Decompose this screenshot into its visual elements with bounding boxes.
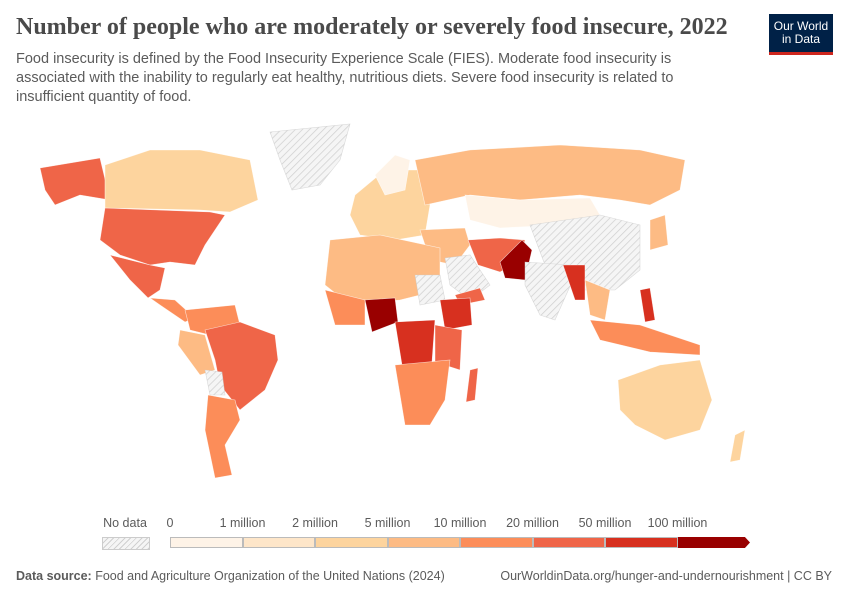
legend-no-data-swatch [102, 537, 150, 550]
legend-swatch [677, 537, 750, 548]
legend-bin-label: 5 million [364, 516, 411, 530]
chart-subtitle: Food insecurity is defined by the Food I… [16, 51, 674, 105]
region-russia[interactable] [414, 144, 686, 206]
region-southeast-asia[interactable] [584, 279, 611, 321]
source-label: Data source: [16, 569, 92, 583]
legend-bin-label: 20 million [506, 516, 559, 530]
legend-bin-label: 10 million [433, 516, 487, 530]
region-japan[interactable] [649, 214, 669, 251]
data-source: Data source: Food and Agriculture Organi… [16, 569, 445, 583]
legend-swatch [605, 537, 678, 548]
region-indonesia[interactable] [589, 319, 701, 356]
source-url[interactable]: OurWorldinData.org/hunger-and-undernouri… [500, 569, 832, 583]
legend-bin-label: 1 million [219, 516, 266, 530]
region-usa[interactable] [99, 207, 226, 266]
legend-bin-label: 100 million [647, 516, 708, 530]
region-greenland[interactable] [269, 123, 351, 191]
region-argentina-chile[interactable] [204, 394, 241, 479]
legend-no-data-label: No data [103, 516, 147, 530]
legend-bin-label: 2 million [292, 516, 338, 530]
region-canada[interactable] [104, 149, 259, 213]
legend-swatch [170, 537, 243, 548]
region-philippines[interactable] [639, 287, 656, 323]
region-east-africa[interactable] [434, 324, 463, 371]
owid-logo[interactable]: Our World in Data [769, 14, 833, 55]
legend-bin-label: 0 [166, 516, 174, 530]
legend-swatch [460, 537, 533, 548]
legend-bin-label: 50 million [578, 516, 632, 530]
region-west-africa[interactable] [324, 289, 366, 326]
world-map[interactable] [0, 110, 850, 510]
region-bolivia[interactable] [204, 369, 226, 396]
legend-swatch [315, 537, 388, 548]
source-text: Food and Agriculture Organization of the… [95, 569, 445, 583]
region-scandinavia[interactable] [374, 154, 411, 196]
region-alaska[interactable] [39, 157, 111, 206]
legend-swatch [242, 537, 315, 548]
logo-text: Our World in Data [773, 19, 829, 46]
region-drc[interactable] [394, 319, 436, 366]
region-southern-africa[interactable] [394, 359, 451, 426]
legend-swatch [532, 537, 605, 548]
region-mexico[interactable] [109, 254, 166, 299]
chart-title: Number of people who are moderately or s… [16, 14, 728, 40]
region-bangladesh-myanmar[interactable] [562, 264, 586, 301]
region-nigeria[interactable] [364, 297, 399, 333]
region-australia[interactable] [617, 359, 713, 441]
region-ethiopia[interactable] [439, 297, 473, 331]
region-madagascar[interactable] [465, 367, 479, 403]
region-new-zealand[interactable] [729, 429, 746, 463]
legend-swatch [387, 537, 460, 548]
